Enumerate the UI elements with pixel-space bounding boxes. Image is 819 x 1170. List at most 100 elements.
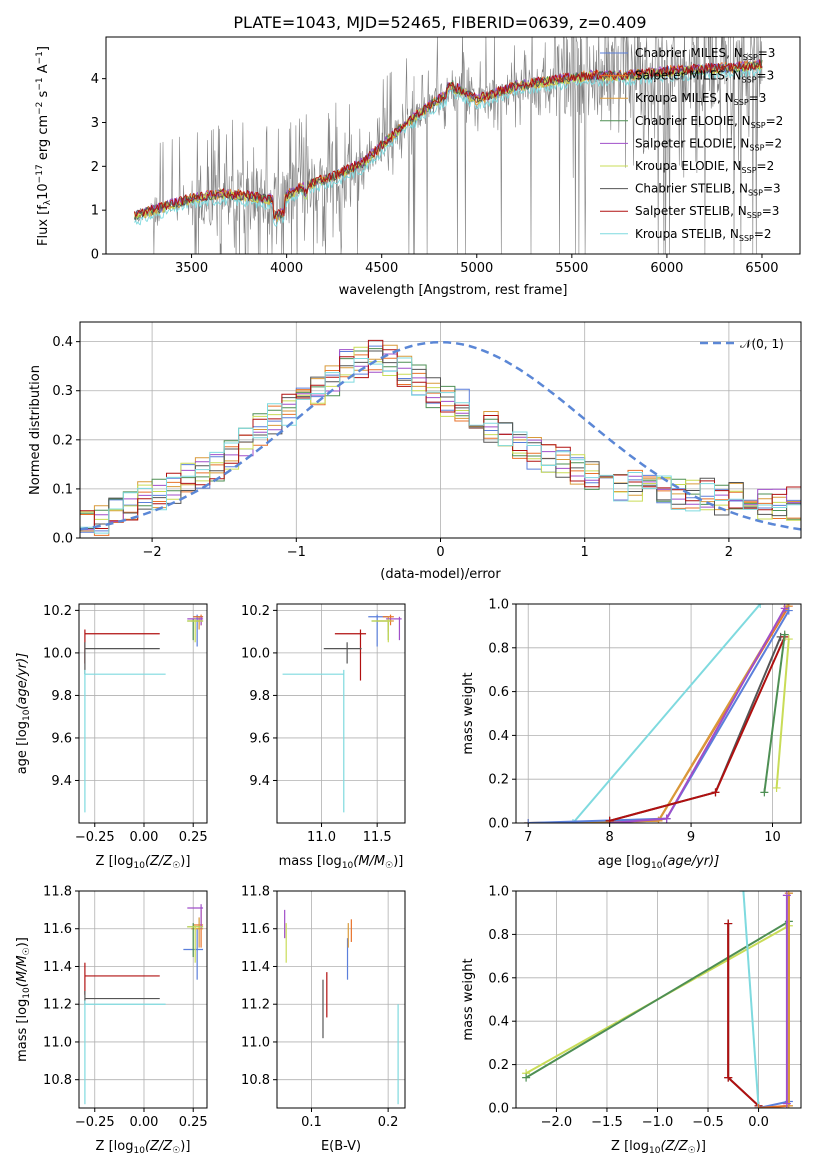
mass_vs_ebv-ytick-label: 10.8 [241, 1073, 270, 1088]
legend-label-tail: =3 [758, 46, 776, 60]
residuals-ytick-label: 0.4 [52, 335, 73, 350]
mass_vs_Z-frame [78, 890, 208, 1109]
mass_vs_Z-xlabel-part: ☉ [172, 1146, 180, 1156]
mass_vs_Z-plot-area [79, 891, 207, 1108]
residuals-xtick-label: 2 [725, 545, 733, 560]
age_vs_mass-xtick-label: 11.0 [307, 830, 336, 845]
weight_vs_Z-xlabel-part: )] [696, 1139, 706, 1154]
age_vs_mass-xlabel: mass [log10(M/M☉)] [279, 854, 404, 871]
residuals-ylabel-group: Normed distribution [28, 365, 43, 495]
mass_vs_ebv-plot-area [277, 891, 405, 1108]
weight_vs_age-xtick-label: 9 [687, 830, 695, 845]
spectrum-ytick-label: 2 [91, 160, 99, 175]
figure-title: PLATE=1043, MJD=52465, FIBERID=0639, z=0… [233, 13, 646, 32]
legend-label-main: Kroupa STELIB, N [635, 227, 739, 241]
spectrum-ylabel-part: s [36, 90, 51, 101]
weight_vs_Z-frame [515, 890, 802, 1109]
spectrum-xtick-label: 4500 [365, 261, 398, 276]
weight_vs_Z-xtick-label: −0.5 [692, 1115, 724, 1130]
spectrum-xtick-label: 4000 [270, 261, 303, 276]
weight_vs_Z-xtick-label: −1.5 [591, 1115, 623, 1130]
age_vs_Z-xlabel-part: Z [log [96, 854, 134, 869]
mass_vs_Z-ylabel-group: mass [log10(M/M☉)] [15, 937, 32, 1062]
mass_vs_Z-ytick-label: 11.2 [43, 998, 72, 1013]
weight_vs_age-xtick-label: 8 [606, 830, 614, 845]
spectrum-ylabel-part: −1 [35, 77, 45, 90]
legend-label-chabrier_stelib: Chabrier STELIB, NSSP=3 [635, 182, 781, 198]
mass_vs_Z-xtick-label: −0.25 [75, 1115, 115, 1130]
legend-label-sub: SSP [748, 189, 763, 198]
residuals-frame [79, 321, 802, 539]
spectrum-ylabel-part: erg cm [36, 115, 51, 164]
mass_vs_Z-ylabel-part: )] [15, 937, 30, 947]
residuals-xtick-label: 1 [581, 545, 589, 560]
legend-label-sub: SSP [749, 143, 764, 152]
age_vs_Z-xlabel-group: Z [log10(Z/Z☉)] [96, 854, 191, 871]
weight_vs_age-marker-chabrier_miles [784, 606, 793, 615]
spectrum-ytick-label: 4 [91, 72, 99, 87]
weight_vs_Z-marker-chabrier_elodie [522, 1073, 531, 1082]
residuals-ytick-label: 0.1 [52, 482, 73, 497]
legend-label-tail: =2 [766, 114, 784, 128]
age_vs_mass-frame [276, 603, 406, 824]
mass_vs_ebv-frame [276, 890, 406, 1109]
weight_vs_age-ytick-label: 1.0 [488, 598, 509, 613]
age_vs_Z-xtick-label: −0.25 [75, 830, 115, 845]
spectrum-plot-area [134, 37, 763, 254]
spectrum-xtick-label: 5500 [555, 261, 588, 276]
legend-label-main: Kroupa MILES, N [635, 91, 734, 105]
spectrum-ylabel-part: −17 [35, 164, 45, 183]
weight_vs_age-xtick-label: 7 [524, 830, 532, 845]
normal-legend-label: 𝒩(0, 1) [740, 337, 784, 351]
weight_vs_Z-ytick-label: 0.0 [488, 1102, 509, 1117]
weight_vs_Z-xlabel: Z [log10(Z/Z☉)] [611, 1139, 706, 1156]
legend-label-sub: SSP [734, 98, 749, 107]
legend-label-salpeter_stelib: Salpeter STELIB, NSSP=3 [635, 204, 779, 220]
age_vs_mass-xlabel-part: ☉ [385, 861, 393, 871]
weight_vs_Z-ytick-label: 1.0 [488, 885, 509, 900]
weight_vs_age-marker-kroupa_elodie [772, 783, 781, 792]
legend-label-chabrier_elodie: Chabrier ELODIE, NSSP=2 [635, 114, 783, 130]
residuals-xtick-label: −1 [287, 545, 306, 560]
age_vs_Z-xlabel-part: ☉ [172, 861, 180, 871]
spectrum-ylabel-part: 10 [36, 183, 51, 200]
mass_vs_ebv-xtick-label: 0.2 [378, 1115, 399, 1130]
weight_vs_age-xtick-label: 10 [764, 830, 781, 845]
legend-label-main: Kroupa ELODIE, N [635, 159, 742, 173]
mass_vs_Z-xtick-label: 0.25 [179, 1115, 208, 1130]
age_vs_Z-ytick-label: 10.2 [43, 604, 72, 619]
residuals-xtick-label: −2 [143, 545, 162, 560]
legend-label-sub: SSP [739, 234, 754, 243]
legend-label-sub: SSP [742, 76, 757, 85]
residuals-ytick-label: 0.0 [52, 532, 73, 547]
age_vs_mass-ytick-label: 9.8 [249, 689, 270, 704]
spectrum-ytick-label: 1 [91, 204, 99, 219]
weight_vs_Z-ytick-label: 0.8 [488, 928, 509, 943]
weight_vs_age-marker-chabrier_miles [524, 819, 533, 823]
weight_vs_age-marker-salpeter_stelib [711, 788, 720, 797]
age_vs_mass-ytick-label: 9.4 [249, 774, 270, 789]
weight_vs_Z-marker-salpeter_elodie [782, 891, 791, 900]
residual-hist-salpeter_stelib [80, 339, 801, 538]
spectrum-ylabel-group: Flux [fλ10−17 erg cm−2 s−1 A−1] [35, 46, 53, 246]
age_vs_Z-xtick-label: 0.00 [130, 830, 159, 845]
weight_vs_Z-xlabel-part: (Z/Z [660, 1139, 688, 1154]
spectrum-ytick-label: 0 [91, 248, 99, 263]
weight_vs_Z-line-chabrier_elodie [525, 920, 790, 1079]
legend-label-sub: SSP [747, 211, 762, 220]
age_vs_mass-ytick-label: 10.0 [241, 646, 270, 661]
residuals-plot-area [80, 322, 801, 538]
mass_vs_Z-ytick-label: 11.4 [43, 960, 72, 975]
spectrum-model-salpeter_stelib [134, 59, 763, 219]
legend-label-sub: SSP [743, 53, 758, 62]
legend-label-sub: SSP [742, 166, 757, 175]
weight_vs_Z-ytick-label: 0.6 [488, 971, 509, 986]
mass_vs_Z-ytick-label: 11.8 [43, 885, 72, 900]
age_vs_mass-xtick-label: 11.5 [363, 830, 392, 845]
weight_vs_age-ytick-label: 0.2 [488, 773, 509, 788]
weight_vs_Z-xtick-label: 0.0 [748, 1115, 769, 1130]
age_vs_Z-xlabel: Z [log10(Z/Z☉)] [96, 854, 191, 871]
weight_vs_Z-xlabel-part: ☉ [688, 1146, 696, 1156]
mass_vs_Z-xlabel-part: 10 [133, 1146, 145, 1156]
mass_vs_Z-xlabel: Z [log10(Z/Z☉)] [96, 1139, 191, 1156]
